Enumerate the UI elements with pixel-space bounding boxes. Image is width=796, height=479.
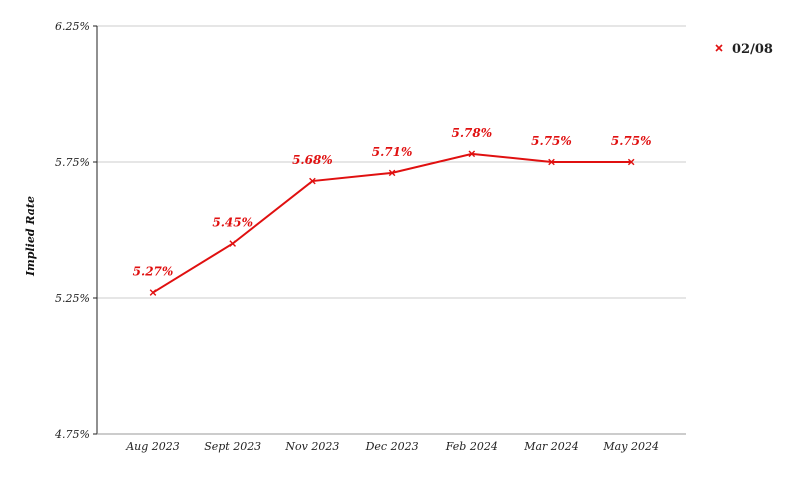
data-label: 5.27% [133, 265, 174, 279]
x-tick-label: Sept 2023 [204, 440, 261, 453]
y-tick-label: 5.75% [55, 156, 90, 169]
series: 5.27% 5.45% 5.68% 5.71% 5.78% 5.75% 5.75% [133, 126, 652, 296]
data-label: 5.75% [611, 134, 652, 148]
data-point[interactable] [149, 289, 157, 296]
data-point-marker [627, 158, 635, 166]
data-label: 5.45% [212, 216, 253, 230]
legend-marker-stroke [715, 44, 723, 52]
data-point-marker [468, 150, 476, 158]
x-tick-label: Mar 2024 [523, 440, 579, 453]
data-label: 5.68% [292, 153, 333, 167]
x-tick-label: Feb 2024 [445, 440, 498, 453]
data-point[interactable] [548, 158, 555, 166]
y-tick-label: 4.75% [54, 428, 90, 441]
data-label: 5.75% [531, 134, 572, 148]
x-tick-label: Aug 2023 [125, 440, 180, 453]
legend-label: 02/08 [732, 42, 773, 57]
data-point-marker [149, 289, 157, 296]
legend-marker-icon [715, 44, 723, 52]
y-tick-label: 6.25% [55, 20, 90, 33]
x-tick-label: Nov 2023 [284, 440, 339, 453]
data-point-marker [548, 158, 555, 166]
y-tick-label: 5.25% [55, 292, 90, 305]
x-axis-ticks: Aug 2023 Sept 2023 Nov 2023 Dec 2023 Feb 202… [125, 440, 659, 453]
data-point-marker [388, 169, 396, 177]
x-tick-label: May 2024 [602, 440, 659, 453]
x-tick-label: Dec 2023 [365, 440, 419, 453]
data-point[interactable] [309, 177, 316, 185]
axes [96, 26, 686, 435]
data-label: 5.71% [372, 145, 413, 159]
data-label: 5.78% [451, 126, 492, 140]
y-axis-ticks: 4.75% 5.25% 5.75% 6.25% [54, 20, 97, 441]
data-point[interactable] [627, 158, 635, 166]
legend[interactable]: 02/08 [715, 42, 773, 57]
data-point-marker [229, 240, 236, 247]
data-point[interactable] [468, 150, 476, 158]
y-axis-title: Implied Rate [24, 196, 37, 277]
data-point[interactable] [388, 169, 396, 177]
data-point-marker [309, 177, 316, 185]
data-point[interactable] [229, 240, 236, 247]
